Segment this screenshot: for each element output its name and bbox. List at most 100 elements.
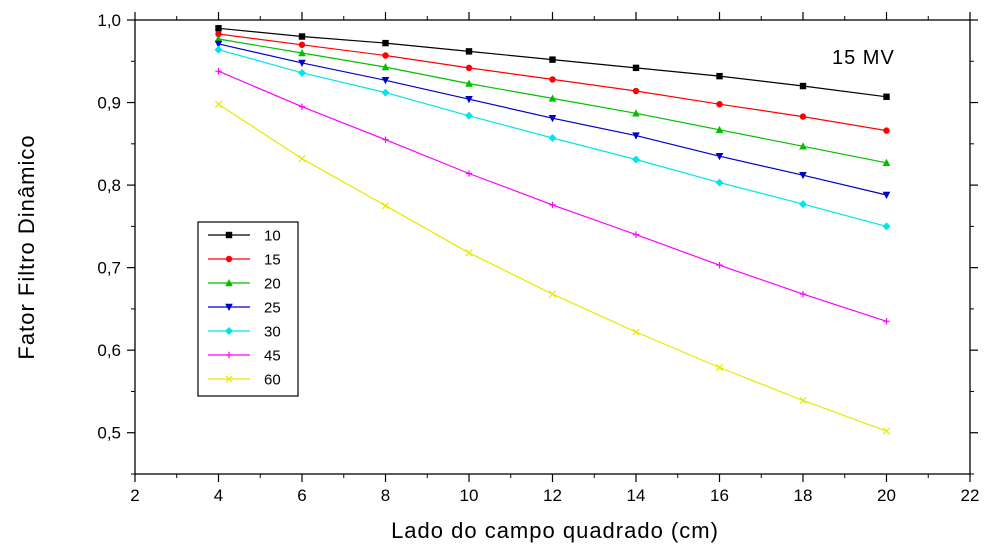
data-point-15 [549, 76, 556, 83]
legend-label: 20 [264, 276, 281, 293]
x-tick-label: 6 [297, 486, 306, 505]
data-point-20 [381, 63, 390, 71]
data-point-60 [381, 202, 390, 210]
axes: 2 4 6 8 10 12 14 16 18 20 22 0,5 0,6 0,7 0,8 0,9 1,0 [97, 11, 979, 505]
data-point-30 [214, 45, 223, 54]
series-15 [215, 30, 890, 134]
data-point-60 [214, 100, 223, 108]
data-point-20 [214, 34, 223, 43]
series-60 [214, 100, 891, 435]
y-tick-label: 0,6 [97, 341, 121, 360]
legend-swatch-marker [225, 375, 233, 383]
legend-item-15: 15 [208, 252, 281, 269]
legend: 10 15 20 25 30 45 60 [197, 221, 299, 397]
legend-label: 15 [264, 252, 281, 269]
x-tick-label: 4 [214, 486, 223, 505]
chart-annotation: 15 MV [832, 47, 895, 69]
data-point-45 [215, 67, 222, 75]
data-point-10 [716, 72, 723, 80]
data-point-15 [716, 100, 723, 108]
legend-label: 30 [264, 324, 281, 341]
y-tick-label: 0,7 [97, 259, 121, 278]
series-20 [214, 34, 891, 167]
data-point-15 [632, 87, 640, 95]
legend-label: 25 [264, 300, 281, 317]
x-tick-label: 8 [381, 486, 390, 505]
series-30 [214, 45, 891, 231]
data-point-60 [465, 249, 473, 257]
data-point-25 [715, 153, 724, 161]
data-point-45 [382, 136, 389, 143]
x-axis-title: Lado do campo quadrado (cm) [391, 518, 719, 543]
series-line-60 [218, 103, 887, 432]
data-point-15 [883, 127, 890, 134]
legend-label: 45 [264, 348, 281, 365]
data-point-25 [799, 171, 807, 180]
data-point-30 [715, 178, 724, 187]
data-point-20 [882, 158, 891, 167]
x-tick-label: 14 [627, 486, 646, 505]
data-point-20 [298, 49, 306, 57]
y-tick-label: 0,5 [97, 424, 121, 443]
data-point-20 [799, 142, 807, 150]
legend-item-60: 60 [208, 372, 281, 389]
data-point-10 [549, 56, 556, 63]
legend-swatch-marker [225, 255, 233, 263]
legend-box [197, 221, 299, 397]
data-point-10 [298, 33, 306, 40]
data-point-30 [298, 68, 306, 77]
data-point-60 [548, 290, 557, 298]
data-point-15 [382, 52, 389, 59]
data-point-45 [298, 103, 306, 110]
data-point-45 [799, 290, 807, 298]
data-point-15 [465, 64, 473, 72]
data-point-60 [799, 396, 807, 405]
data-point-25 [632, 132, 640, 140]
legend-item-25: 25 [208, 300, 281, 317]
legend-swatch-marker [225, 327, 233, 335]
x-tick-label: 2 [130, 486, 139, 505]
x-tick-label: 12 [543, 486, 562, 505]
legend-item-45: 45 [208, 348, 281, 365]
data-point-60 [632, 328, 640, 336]
data-point-20 [465, 79, 473, 87]
data-point-25 [465, 96, 473, 104]
legend-swatch-marker [225, 279, 233, 287]
data-point-45 [883, 318, 890, 325]
data-point-45 [549, 201, 556, 209]
data-point-25 [298, 59, 306, 67]
series-25 [214, 40, 891, 199]
x-tick-label: 22 [961, 486, 980, 505]
legend-label: 10 [264, 228, 281, 245]
data-point-30 [882, 222, 891, 231]
data-point-25 [381, 77, 390, 85]
legend-item-20: 20 [208, 276, 281, 293]
x-tick-label: 16 [710, 486, 729, 505]
data-point-10 [799, 82, 807, 90]
data-point-15 [298, 41, 306, 48]
y-axis-title: Fator Filtro Dinâmico [14, 134, 39, 359]
data-point-25 [214, 40, 223, 48]
data-point-15 [215, 30, 222, 38]
data-point-60 [715, 363, 724, 372]
data-point-20 [715, 125, 724, 133]
data-point-25 [882, 191, 891, 199]
data-point-10 [632, 64, 640, 72]
y-tick-label: 0,9 [97, 94, 121, 113]
series-group [214, 25, 891, 435]
data-point-25 [548, 115, 557, 123]
data-point-15 [799, 113, 807, 120]
y-tick-label: 1,0 [97, 11, 121, 30]
data-point-45 [465, 170, 473, 177]
y-tick-label: 0,8 [97, 176, 121, 195]
data-point-45 [632, 231, 640, 238]
series-10 [215, 25, 890, 100]
data-point-45 [716, 261, 723, 269]
data-point-30 [548, 134, 557, 143]
data-point-60 [882, 427, 891, 435]
data-point-30 [632, 155, 640, 164]
data-point-10 [883, 93, 890, 100]
data-point-10 [465, 48, 473, 55]
series-45 [215, 67, 890, 325]
